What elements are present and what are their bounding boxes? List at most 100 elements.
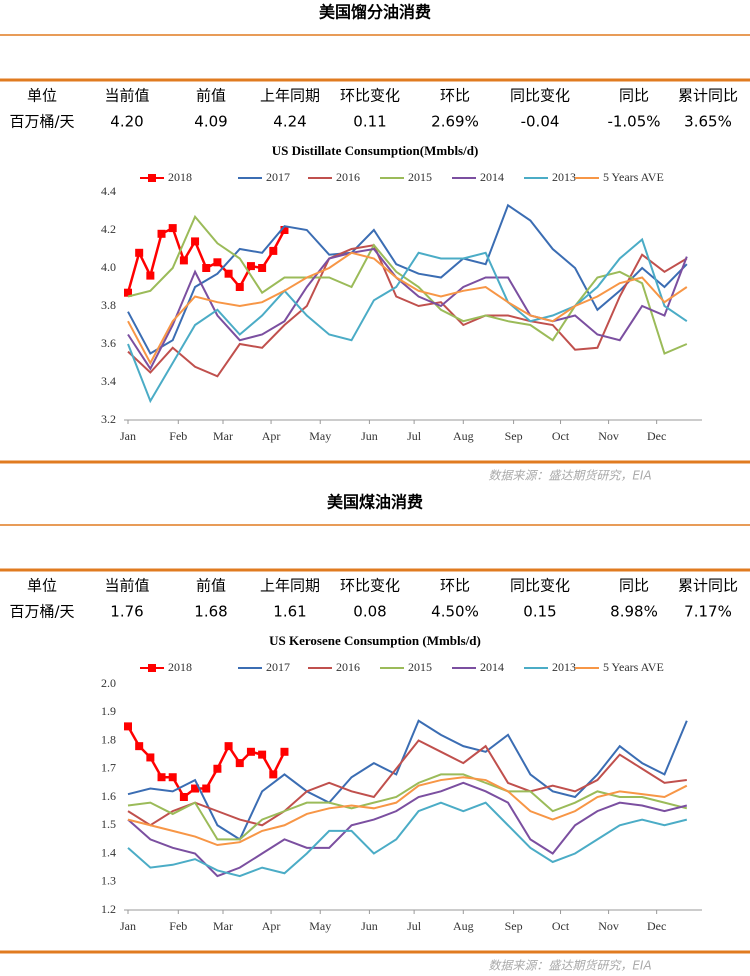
data-point [157,773,166,782]
data-point [269,246,278,255]
x-tick-label: Apr [262,919,281,933]
table-header: 累计同比 [678,87,738,105]
x-tick-label: Jul [407,919,422,933]
legend-label: 2017 [266,660,290,674]
data-point [124,722,132,731]
legend-label: 2013 [552,660,576,674]
y-tick-label: 1.6 [101,789,116,803]
legend-label: 2018 [168,660,192,674]
series-line [126,226,286,294]
table-header: 当前值 [104,87,149,105]
data-point [168,773,177,782]
data-point [213,764,222,773]
data-point [258,750,267,759]
data-point [280,226,289,234]
x-tick-label: Aug [453,919,474,933]
x-tick-label: Oct [552,919,570,933]
x-tick-label: May [309,429,331,443]
table-header: 环比 [440,87,470,105]
x-tick-label: Dec [647,919,666,933]
table-header: 上年同期 [260,87,320,105]
x-tick-label: Nov [598,429,619,443]
table-header: 前值 [196,87,226,105]
legend-label: 2016 [336,170,360,184]
y-tick-label: 3.8 [101,298,116,312]
y-tick-label: 3.2 [101,412,116,426]
table-cell: 0.15 [523,603,556,621]
y-tick-label: 1.9 [101,704,116,718]
x-tick-label: Jun [361,919,378,933]
y-tick-label: 2.0 [101,676,116,690]
source-note: 数据来源：盛达期货研究，EIA [488,959,651,973]
y-tick-label: 1.4 [101,845,116,859]
table-header: 同比变化 [510,87,570,105]
data-point [213,258,222,267]
legend-marker [148,664,156,672]
table-header: 环比变化 [340,87,400,105]
data-point [246,747,255,756]
x-tick-label: Feb [169,919,187,933]
table-header: 同比 [619,87,649,105]
table-header: 当前值 [104,577,149,595]
legend-marker [148,174,156,182]
series-line [127,776,688,847]
table-cell: 1.61 [273,603,306,621]
table-header: 同比变化 [510,577,570,595]
series-line [127,773,688,841]
x-tick-label: Mar [213,429,233,443]
data-point [280,747,289,756]
series-line [127,739,687,827]
data-point [179,793,188,801]
x-tick-label: Apr [262,429,281,443]
y-tick-label: 1.7 [101,761,116,775]
x-tick-label: Mar [213,919,233,933]
data-point [246,262,255,271]
y-tick-label: 4.2 [101,222,116,236]
series-line [127,237,688,404]
table-cell: 百万桶/天 [9,113,74,131]
y-tick-label: 1.3 [101,874,116,888]
data-point [191,784,200,793]
legend-label: 2013 [552,170,576,184]
legend-label: 2015 [408,660,432,674]
table-cell: -1.05% [607,113,660,131]
x-tick-label: Jun [361,429,378,443]
table-header: 上年同期 [260,577,320,595]
data-point [235,759,244,768]
legend-label: 2017 [266,170,290,184]
table-cell: 4.50% [431,603,479,621]
legend-label: 2018 [168,170,192,184]
data-point [224,742,233,751]
table-cell: 1.68 [194,603,227,621]
x-tick-label: Oct [552,429,570,443]
table-cell: 4.09 [194,113,227,131]
series-line [127,801,688,878]
table-header: 前值 [196,577,226,595]
y-tick-label: 3.4 [101,374,116,388]
section-title: 美国馏分油消费 [319,3,431,22]
series-line [127,247,688,371]
chart-title: US Distillate Consumption(Mmbls/d) [272,143,479,158]
data-point [157,229,166,238]
series-line [127,251,688,366]
series-line [127,214,688,355]
x-tick-label: Feb [169,429,187,443]
x-tick-label: Aug [453,429,474,443]
data-point [258,264,267,272]
x-tick-label: Nov [598,919,619,933]
data-point [124,288,132,297]
table-cell: 8.98% [610,603,658,621]
table-header: 累计同比 [678,577,738,595]
legend-label: 2015 [408,170,432,184]
table-cell: 4.20 [110,113,143,131]
table-cell: 2.69% [431,113,479,131]
table-cell: 1.76 [110,603,143,621]
data-point [179,256,188,265]
chart-title: US Kerosene Consumption (Mmbls/d) [269,633,481,648]
table-header: 环比 [440,577,470,595]
legend-label: 5 Years AVE [603,660,664,674]
data-point [146,271,155,280]
table-header: 单位 [27,87,57,105]
legend-label: 2014 [480,170,504,184]
